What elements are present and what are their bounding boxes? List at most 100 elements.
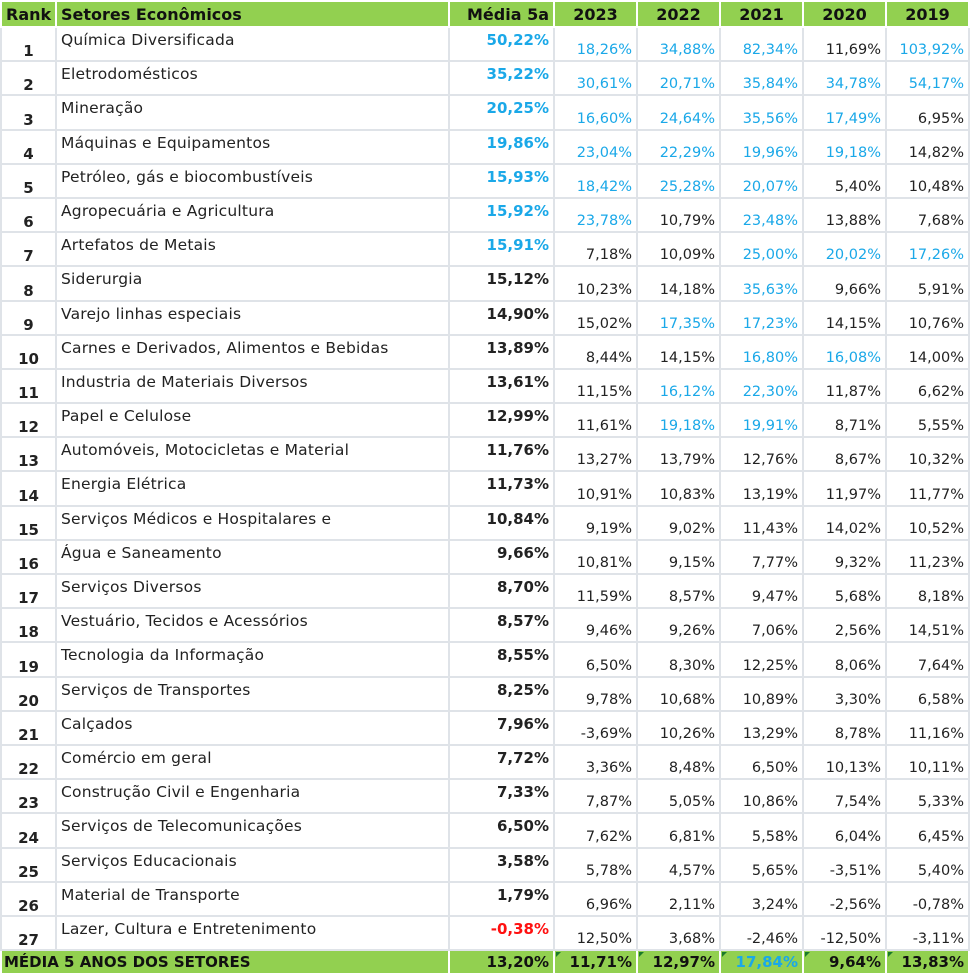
media-value: 6,50% bbox=[448, 812, 555, 849]
year-value: 10,23% bbox=[553, 265, 638, 302]
year-value: 25,28% bbox=[636, 162, 721, 199]
header-sector: Setores Econômicos bbox=[55, 0, 450, 28]
sector-name: Vestuário, Tecidos e Acessórios bbox=[55, 607, 450, 644]
year-value: 17,23% bbox=[719, 299, 804, 336]
year-value: 20,71% bbox=[636, 60, 721, 97]
sector-name: Petróleo, gás e biocombustíveis bbox=[55, 162, 450, 199]
year-value: 10,11% bbox=[885, 743, 970, 781]
year-value: 10,09% bbox=[636, 231, 721, 268]
year-value: 6,50% bbox=[553, 641, 638, 678]
rank-cell: 7 bbox=[0, 231, 57, 268]
rank-cell: 12 bbox=[0, 402, 57, 439]
year-value: 8,18% bbox=[885, 572, 970, 610]
year-value: 3,24% bbox=[719, 880, 804, 917]
year-value: 35,63% bbox=[719, 265, 804, 302]
sector-name: Serviços Educacionais bbox=[55, 846, 450, 883]
media-value: 1,79% bbox=[448, 880, 555, 917]
table-row: 23 Construção Civil e Engenharia 7,33% 7,87… bbox=[0, 778, 970, 815]
year-value: 10,26% bbox=[636, 709, 721, 746]
table-row: 9 Varejo linhas especiais 14,90% 15,02% 17,3… bbox=[0, 299, 970, 336]
rank-cell: 3 bbox=[0, 94, 57, 131]
year-value: 7,68% bbox=[885, 196, 970, 234]
year-value: -3,51% bbox=[802, 846, 887, 883]
year-value: 8,30% bbox=[636, 641, 721, 678]
year-value: 30,61% bbox=[553, 60, 638, 97]
year-value: 5,78% bbox=[553, 846, 638, 883]
rank-cell: 23 bbox=[0, 778, 57, 815]
rank-cell: 1 bbox=[0, 25, 57, 63]
media-value: 35,22% bbox=[448, 60, 555, 97]
year-value: -0,78% bbox=[885, 880, 970, 917]
year-value: 22,29% bbox=[636, 128, 721, 165]
media-value: 7,72% bbox=[448, 743, 555, 781]
sector-name: Material de Transporte bbox=[55, 880, 450, 917]
year-value: 9,02% bbox=[636, 504, 721, 541]
header-year: 2022 bbox=[636, 0, 721, 28]
year-value: 18,42% bbox=[553, 162, 638, 199]
year-value: 10,48% bbox=[885, 162, 970, 199]
year-value: 2,56% bbox=[802, 607, 887, 644]
year-value: 15,02% bbox=[553, 299, 638, 336]
sector-name: Química Diversificada bbox=[55, 25, 450, 63]
year-value: 8,57% bbox=[636, 572, 721, 610]
year-value: 13,19% bbox=[719, 470, 804, 507]
footer-year-value: 12,97% bbox=[636, 949, 721, 975]
header-year: 2019 bbox=[885, 0, 970, 28]
year-value: 16,60% bbox=[553, 94, 638, 131]
year-value: 34,88% bbox=[636, 25, 721, 63]
rank-cell: 5 bbox=[0, 162, 57, 199]
rank-cell: 8 bbox=[0, 265, 57, 302]
media-value: 8,55% bbox=[448, 641, 555, 678]
year-value: 13,79% bbox=[636, 436, 721, 473]
year-value: 14,82% bbox=[885, 128, 970, 165]
year-value: 11,59% bbox=[553, 572, 638, 610]
media-value: 9,66% bbox=[448, 538, 555, 576]
year-value: 10,79% bbox=[636, 196, 721, 234]
table-row: 7 Artefatos de Metais 15,91% 7,18% 10,09% 25,… bbox=[0, 231, 970, 268]
header-year: 2023 bbox=[553, 0, 638, 28]
year-value: 12,76% bbox=[719, 436, 804, 473]
table-row: 27 Lazer, Cultura e Entretenimento -0,38% 1… bbox=[0, 914, 970, 952]
year-value: 11,69% bbox=[802, 25, 887, 63]
year-value: 10,89% bbox=[719, 675, 804, 712]
year-value: -3,11% bbox=[885, 914, 970, 952]
footer-media: 13,20% bbox=[448, 949, 555, 975]
sector-name: Serviços de Telecomunicações bbox=[55, 812, 450, 849]
media-value: 14,90% bbox=[448, 299, 555, 336]
rank-cell: 13 bbox=[0, 436, 57, 473]
table-row: 2 Eletrodomésticos 35,22% 30,61% 20,71% 35,84… bbox=[0, 60, 970, 97]
year-value: 16,80% bbox=[719, 333, 804, 370]
year-value: 17,49% bbox=[802, 94, 887, 131]
year-value: 9,46% bbox=[553, 607, 638, 644]
year-value: 13,29% bbox=[719, 709, 804, 746]
year-value: 7,06% bbox=[719, 607, 804, 644]
year-value: 4,57% bbox=[636, 846, 721, 883]
year-value: 9,66% bbox=[802, 265, 887, 302]
table-row: 24 Serviços de Telecomunicações 6,50% 7,62%… bbox=[0, 812, 970, 849]
year-value: 12,25% bbox=[719, 641, 804, 678]
media-value: 13,89% bbox=[448, 333, 555, 370]
year-value: 19,96% bbox=[719, 128, 804, 165]
footer-label: MÉDIA 5 ANOS DOS SETORES bbox=[0, 949, 450, 975]
year-value: 7,87% bbox=[553, 778, 638, 815]
footer-year-value: 13,83% bbox=[885, 949, 970, 975]
sector-name: Siderurgia bbox=[55, 265, 450, 302]
year-value: 35,84% bbox=[719, 60, 804, 97]
year-value: 9,19% bbox=[553, 504, 638, 541]
table-row: 6 Agropecuária e Agricultura 15,92% 23,78% 1… bbox=[0, 196, 970, 234]
sector-name: Eletrodomésticos bbox=[55, 60, 450, 97]
header-row: Rank Setores Econômicos Média 5a 2023 20… bbox=[0, 0, 970, 28]
table-row: 17 Serviços Diversos 8,70% 11,59% 8,57% 9,47%… bbox=[0, 572, 970, 610]
table-row: 16 Água e Saneamento 9,66% 10,81% 9,15% 7,77%… bbox=[0, 538, 970, 576]
year-value: 11,77% bbox=[885, 470, 970, 507]
year-value: 14,00% bbox=[885, 333, 970, 370]
rank-cell: 6 bbox=[0, 196, 57, 234]
media-value: 7,33% bbox=[448, 778, 555, 815]
sector-name: Construção Civil e Engenharia bbox=[55, 778, 450, 815]
year-value: 20,02% bbox=[802, 231, 887, 268]
year-value: 13,88% bbox=[802, 196, 887, 234]
media-value: 11,73% bbox=[448, 470, 555, 507]
year-value: 20,07% bbox=[719, 162, 804, 199]
year-value: 7,64% bbox=[885, 641, 970, 678]
year-value: 11,15% bbox=[553, 367, 638, 405]
